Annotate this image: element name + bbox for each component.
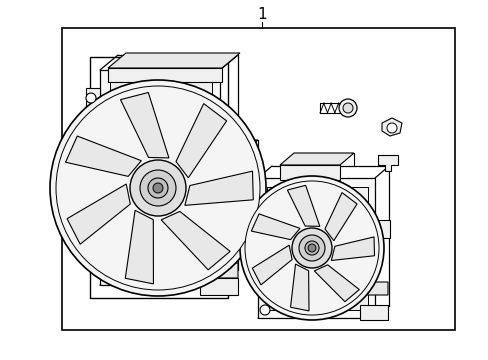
Circle shape [298, 235, 325, 261]
Polygon shape [331, 237, 374, 261]
Polygon shape [287, 185, 319, 226]
Polygon shape [324, 193, 356, 241]
Polygon shape [220, 155, 240, 195]
Polygon shape [354, 282, 387, 295]
Polygon shape [280, 153, 353, 165]
Circle shape [386, 123, 396, 133]
Circle shape [50, 80, 265, 296]
Polygon shape [220, 140, 258, 155]
Polygon shape [176, 104, 226, 178]
Circle shape [130, 160, 185, 216]
Polygon shape [125, 210, 153, 284]
Polygon shape [290, 264, 308, 311]
Polygon shape [65, 136, 141, 176]
Circle shape [307, 244, 315, 252]
Circle shape [56, 86, 260, 290]
Circle shape [291, 228, 331, 268]
Circle shape [140, 170, 176, 206]
Polygon shape [161, 211, 230, 270]
Polygon shape [108, 68, 222, 82]
Circle shape [342, 103, 352, 113]
Polygon shape [251, 214, 300, 240]
Polygon shape [62, 28, 454, 330]
Polygon shape [184, 171, 253, 205]
Circle shape [86, 93, 96, 103]
Circle shape [244, 181, 378, 315]
Polygon shape [381, 118, 401, 136]
Polygon shape [266, 187, 367, 310]
Circle shape [240, 176, 383, 320]
Polygon shape [200, 263, 238, 278]
Text: 1: 1 [257, 6, 266, 22]
Polygon shape [372, 220, 389, 238]
Circle shape [260, 305, 269, 315]
Polygon shape [90, 57, 227, 298]
Polygon shape [110, 78, 212, 278]
Polygon shape [100, 70, 220, 285]
Polygon shape [120, 93, 168, 158]
Circle shape [338, 99, 356, 117]
Polygon shape [258, 178, 374, 318]
Circle shape [153, 183, 163, 193]
Polygon shape [377, 155, 397, 171]
Circle shape [148, 178, 168, 198]
Polygon shape [280, 165, 339, 180]
Polygon shape [108, 53, 240, 68]
Polygon shape [252, 245, 291, 285]
Polygon shape [88, 160, 100, 175]
Polygon shape [86, 88, 100, 108]
Polygon shape [67, 184, 130, 244]
Polygon shape [314, 265, 359, 302]
Polygon shape [200, 278, 238, 295]
Circle shape [305, 241, 318, 255]
Polygon shape [359, 305, 387, 320]
